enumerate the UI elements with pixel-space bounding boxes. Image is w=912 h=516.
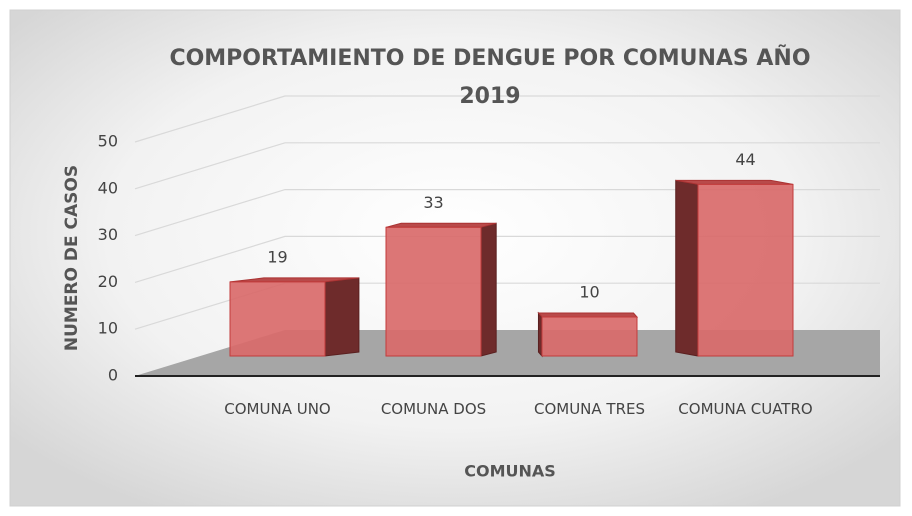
grid-line (134, 95, 880, 143)
chart-title: COMPORTAMIENTO DE DENGUE POR COMUNAS AÑO… (169, 46, 811, 109)
x-tick-label: COMUNA CUATRO (678, 400, 813, 418)
y-tick-label: 10 (98, 319, 118, 338)
data-label: 44 (735, 150, 755, 169)
bar (697, 183, 794, 357)
y-tick-label: 40 (98, 178, 118, 197)
bar-side (480, 222, 497, 357)
bar-top (385, 222, 497, 228)
y-axis-title: NUMERO DE CASOS (62, 165, 82, 351)
bar (385, 226, 482, 357)
y-tick-label: 0 (108, 366, 118, 385)
bar-side (675, 179, 699, 357)
bar (229, 281, 326, 357)
bar (541, 316, 638, 357)
y-tick-label: 50 (98, 132, 118, 151)
bar-side (324, 277, 360, 357)
y-tick-label: 20 (98, 272, 118, 291)
data-label: 19 (267, 247, 287, 266)
bar-top (537, 312, 639, 318)
bar-side (537, 311, 543, 358)
data-label: 10 (579, 283, 599, 302)
y-tick-label: 30 (98, 225, 118, 244)
x-tick-label: COMUNA UNO (224, 400, 331, 418)
grid-line (134, 142, 880, 190)
data-label: 33 (423, 193, 443, 212)
x-axis-title: COMUNAS (464, 462, 556, 481)
x-tick-label: COMUNA TRES (533, 400, 646, 418)
bar-top (675, 179, 794, 185)
x-tick-label: COMUNA DOS (380, 400, 487, 418)
